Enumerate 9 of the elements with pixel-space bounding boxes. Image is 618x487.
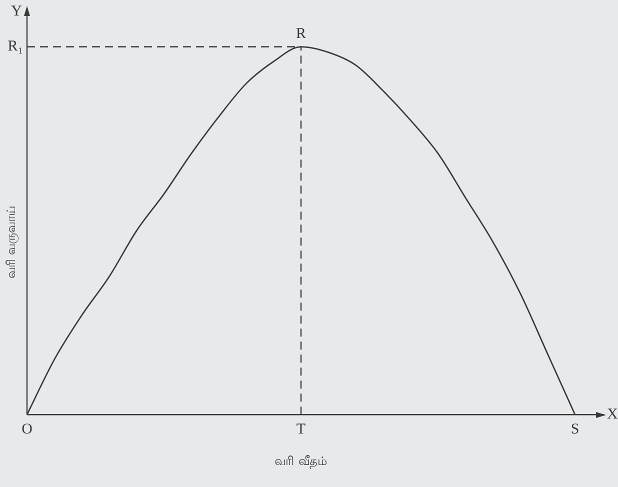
x-tick-label: S xyxy=(570,422,580,438)
x-axis-title: வரி வீதம் xyxy=(274,454,328,468)
text: X xyxy=(607,406,618,423)
x-tick-label: T xyxy=(296,422,306,438)
annotation: R xyxy=(296,26,306,42)
y-axis-title: வரி வருவாய் xyxy=(4,206,20,279)
x-tick-label: O xyxy=(22,422,33,438)
text: Y xyxy=(11,3,22,20)
ref-line-label: R₁ xyxy=(8,38,23,55)
